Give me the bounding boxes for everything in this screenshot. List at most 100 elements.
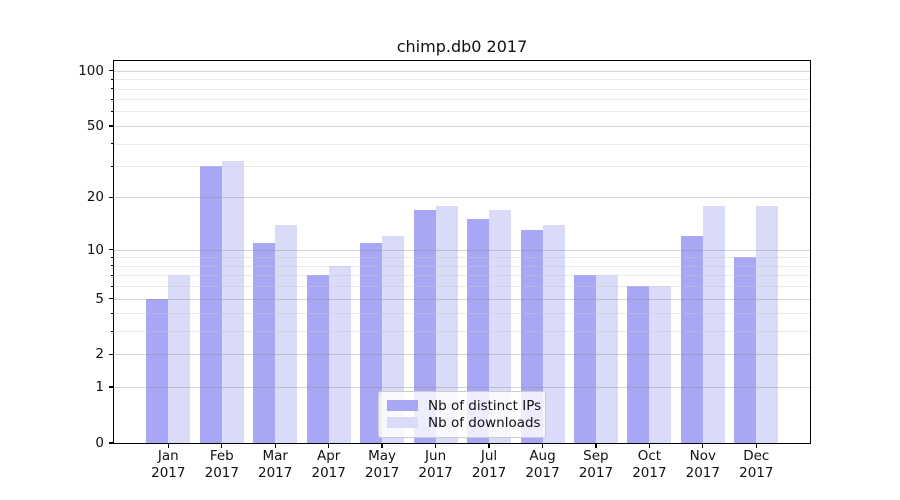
grid-layer bbox=[114, 61, 810, 443]
ytick-mark-minor bbox=[111, 274, 114, 276]
minor-gridline bbox=[114, 166, 810, 167]
xtick-label-aug: Aug 2017 bbox=[508, 448, 578, 482]
xtick-label-line: Dec bbox=[743, 448, 770, 464]
xtick-mark bbox=[488, 443, 490, 448]
legend-row-distinct-ips: Nb of distinct IPs bbox=[387, 397, 541, 414]
bar-downloads-nov bbox=[702, 205, 725, 443]
ytick-label-0: 0 bbox=[95, 435, 104, 451]
ytick-mark-minor bbox=[111, 265, 114, 267]
xtick-mark bbox=[167, 443, 169, 448]
bar-distinct-ips-jan bbox=[146, 298, 169, 443]
ytick-mark-minor bbox=[111, 312, 114, 314]
bar-distinct-ips-jul bbox=[467, 219, 489, 443]
chart-title: chimp.db0 2017 bbox=[396, 37, 528, 56]
xtick-label-jul: Jul 2017 bbox=[454, 448, 524, 482]
xtick-label-line: 2017 bbox=[364, 465, 400, 481]
xtick-mark bbox=[648, 443, 650, 448]
ytick-mark-minor bbox=[111, 330, 114, 332]
legend-row-downloads: Nb of downloads bbox=[387, 414, 541, 431]
xtick-label-line: 2017 bbox=[418, 465, 453, 481]
ytick-mark-minor bbox=[111, 165, 114, 167]
xtick-label-dec: Dec 2017 bbox=[721, 448, 791, 482]
bar-downloads-dec bbox=[756, 205, 779, 443]
bar-downloads-mar bbox=[275, 224, 298, 443]
xtick-label-line: Nov bbox=[689, 448, 716, 464]
xtick-mark bbox=[595, 443, 597, 448]
legend-swatch-distinct-ips bbox=[387, 400, 418, 411]
ytick-mark-minor bbox=[111, 78, 114, 80]
bars-layer bbox=[114, 61, 810, 443]
bar-distinct-ips-aug bbox=[520, 230, 543, 443]
ytick-mark bbox=[109, 70, 114, 72]
minor-gridline bbox=[114, 286, 810, 288]
xtick-label-nov: Nov 2017 bbox=[668, 448, 738, 482]
plot-area: Nb of distinct IPs Nb of downloads bbox=[113, 60, 811, 444]
bar-downloads-jul bbox=[489, 209, 511, 443]
ytick-mark bbox=[109, 248, 114, 251]
bar-distinct-ips-jun bbox=[413, 209, 436, 443]
bar-distinct-ips-mar bbox=[253, 242, 276, 443]
xtick-label-line: Jan bbox=[157, 448, 179, 464]
ytick-mark bbox=[109, 386, 114, 388]
xtick-mark bbox=[381, 443, 383, 448]
ytick-label-10: 10 bbox=[86, 241, 104, 258]
major-gridline bbox=[114, 125, 810, 127]
bar-distinct-ips-sep bbox=[573, 275, 596, 443]
ytick-mark bbox=[109, 297, 114, 300]
xtick-label-line: Jul bbox=[480, 448, 498, 464]
xtick-mark bbox=[434, 443, 437, 448]
major-gridline bbox=[114, 298, 810, 300]
major-gridline bbox=[114, 249, 810, 251]
xtick-mark bbox=[274, 443, 276, 448]
legend-swatch-downloads bbox=[387, 417, 418, 428]
bar-distinct-ips-oct bbox=[627, 286, 650, 443]
ytick-mark-minor bbox=[111, 110, 114, 112]
ytick-label-50: 50 bbox=[86, 117, 104, 134]
xtick-label-line: Apr bbox=[317, 448, 341, 464]
xtick-mark bbox=[541, 443, 544, 448]
xtick-mark bbox=[328, 443, 330, 448]
major-gridline bbox=[114, 197, 810, 199]
bar-downloads-jan bbox=[168, 275, 191, 443]
xtick-label-line: Jun bbox=[425, 448, 447, 464]
ytick-mark-minor bbox=[111, 98, 114, 100]
xtick-label-oct: Oct 2017 bbox=[614, 448, 684, 482]
bar-downloads-oct bbox=[649, 286, 672, 443]
xtick-label-line: 2017 bbox=[685, 465, 720, 481]
xtick-mark bbox=[221, 443, 223, 448]
bar-distinct-ips-apr bbox=[306, 275, 329, 443]
xtick-label-may: May 2017 bbox=[347, 448, 417, 482]
xtick-label-line: Sep bbox=[583, 448, 609, 464]
xtick-label-sep: Sep 2017 bbox=[561, 448, 631, 482]
xtick-label-line: Mar bbox=[262, 448, 288, 464]
minor-gridline bbox=[114, 111, 810, 113]
xtick-mark bbox=[755, 443, 757, 448]
ytick-label-20: 20 bbox=[86, 189, 104, 206]
ytick-label-100: 100 bbox=[78, 62, 104, 79]
major-gridline bbox=[114, 70, 810, 72]
ytick-mark-minor bbox=[111, 256, 114, 258]
ytick-mark-minor bbox=[111, 143, 114, 144]
xtick-label-line: May bbox=[368, 448, 397, 464]
major-gridline bbox=[114, 387, 810, 389]
ytick-label-1: 1 bbox=[95, 379, 104, 396]
bar-downloads-aug bbox=[542, 224, 565, 443]
minor-gridline bbox=[114, 313, 810, 315]
legend: Nb of distinct IPs Nb of downloads bbox=[378, 391, 546, 438]
minor-gridline bbox=[114, 79, 810, 81]
xtick-label-line: 2017 bbox=[525, 465, 560, 481]
bar-distinct-ips-feb bbox=[199, 166, 222, 443]
xtick-label-mar: Mar 2017 bbox=[240, 448, 310, 482]
bar-downloads-feb bbox=[221, 161, 244, 443]
legend-label-distinct-ips: Nb of distinct IPs bbox=[428, 397, 542, 414]
minor-gridline bbox=[114, 331, 810, 333]
xtick-label-line: 2017 bbox=[258, 465, 293, 481]
xtick-label-line: Aug bbox=[529, 448, 556, 464]
xtick-label-line: Oct bbox=[637, 448, 662, 464]
ytick-label-2: 2 bbox=[95, 346, 104, 363]
bar-distinct-ips-may bbox=[360, 242, 383, 443]
xtick-label-line: Feb bbox=[209, 448, 234, 464]
xtick-label-line: 2017 bbox=[739, 465, 774, 481]
xtick-label-line: 2017 bbox=[311, 465, 346, 481]
